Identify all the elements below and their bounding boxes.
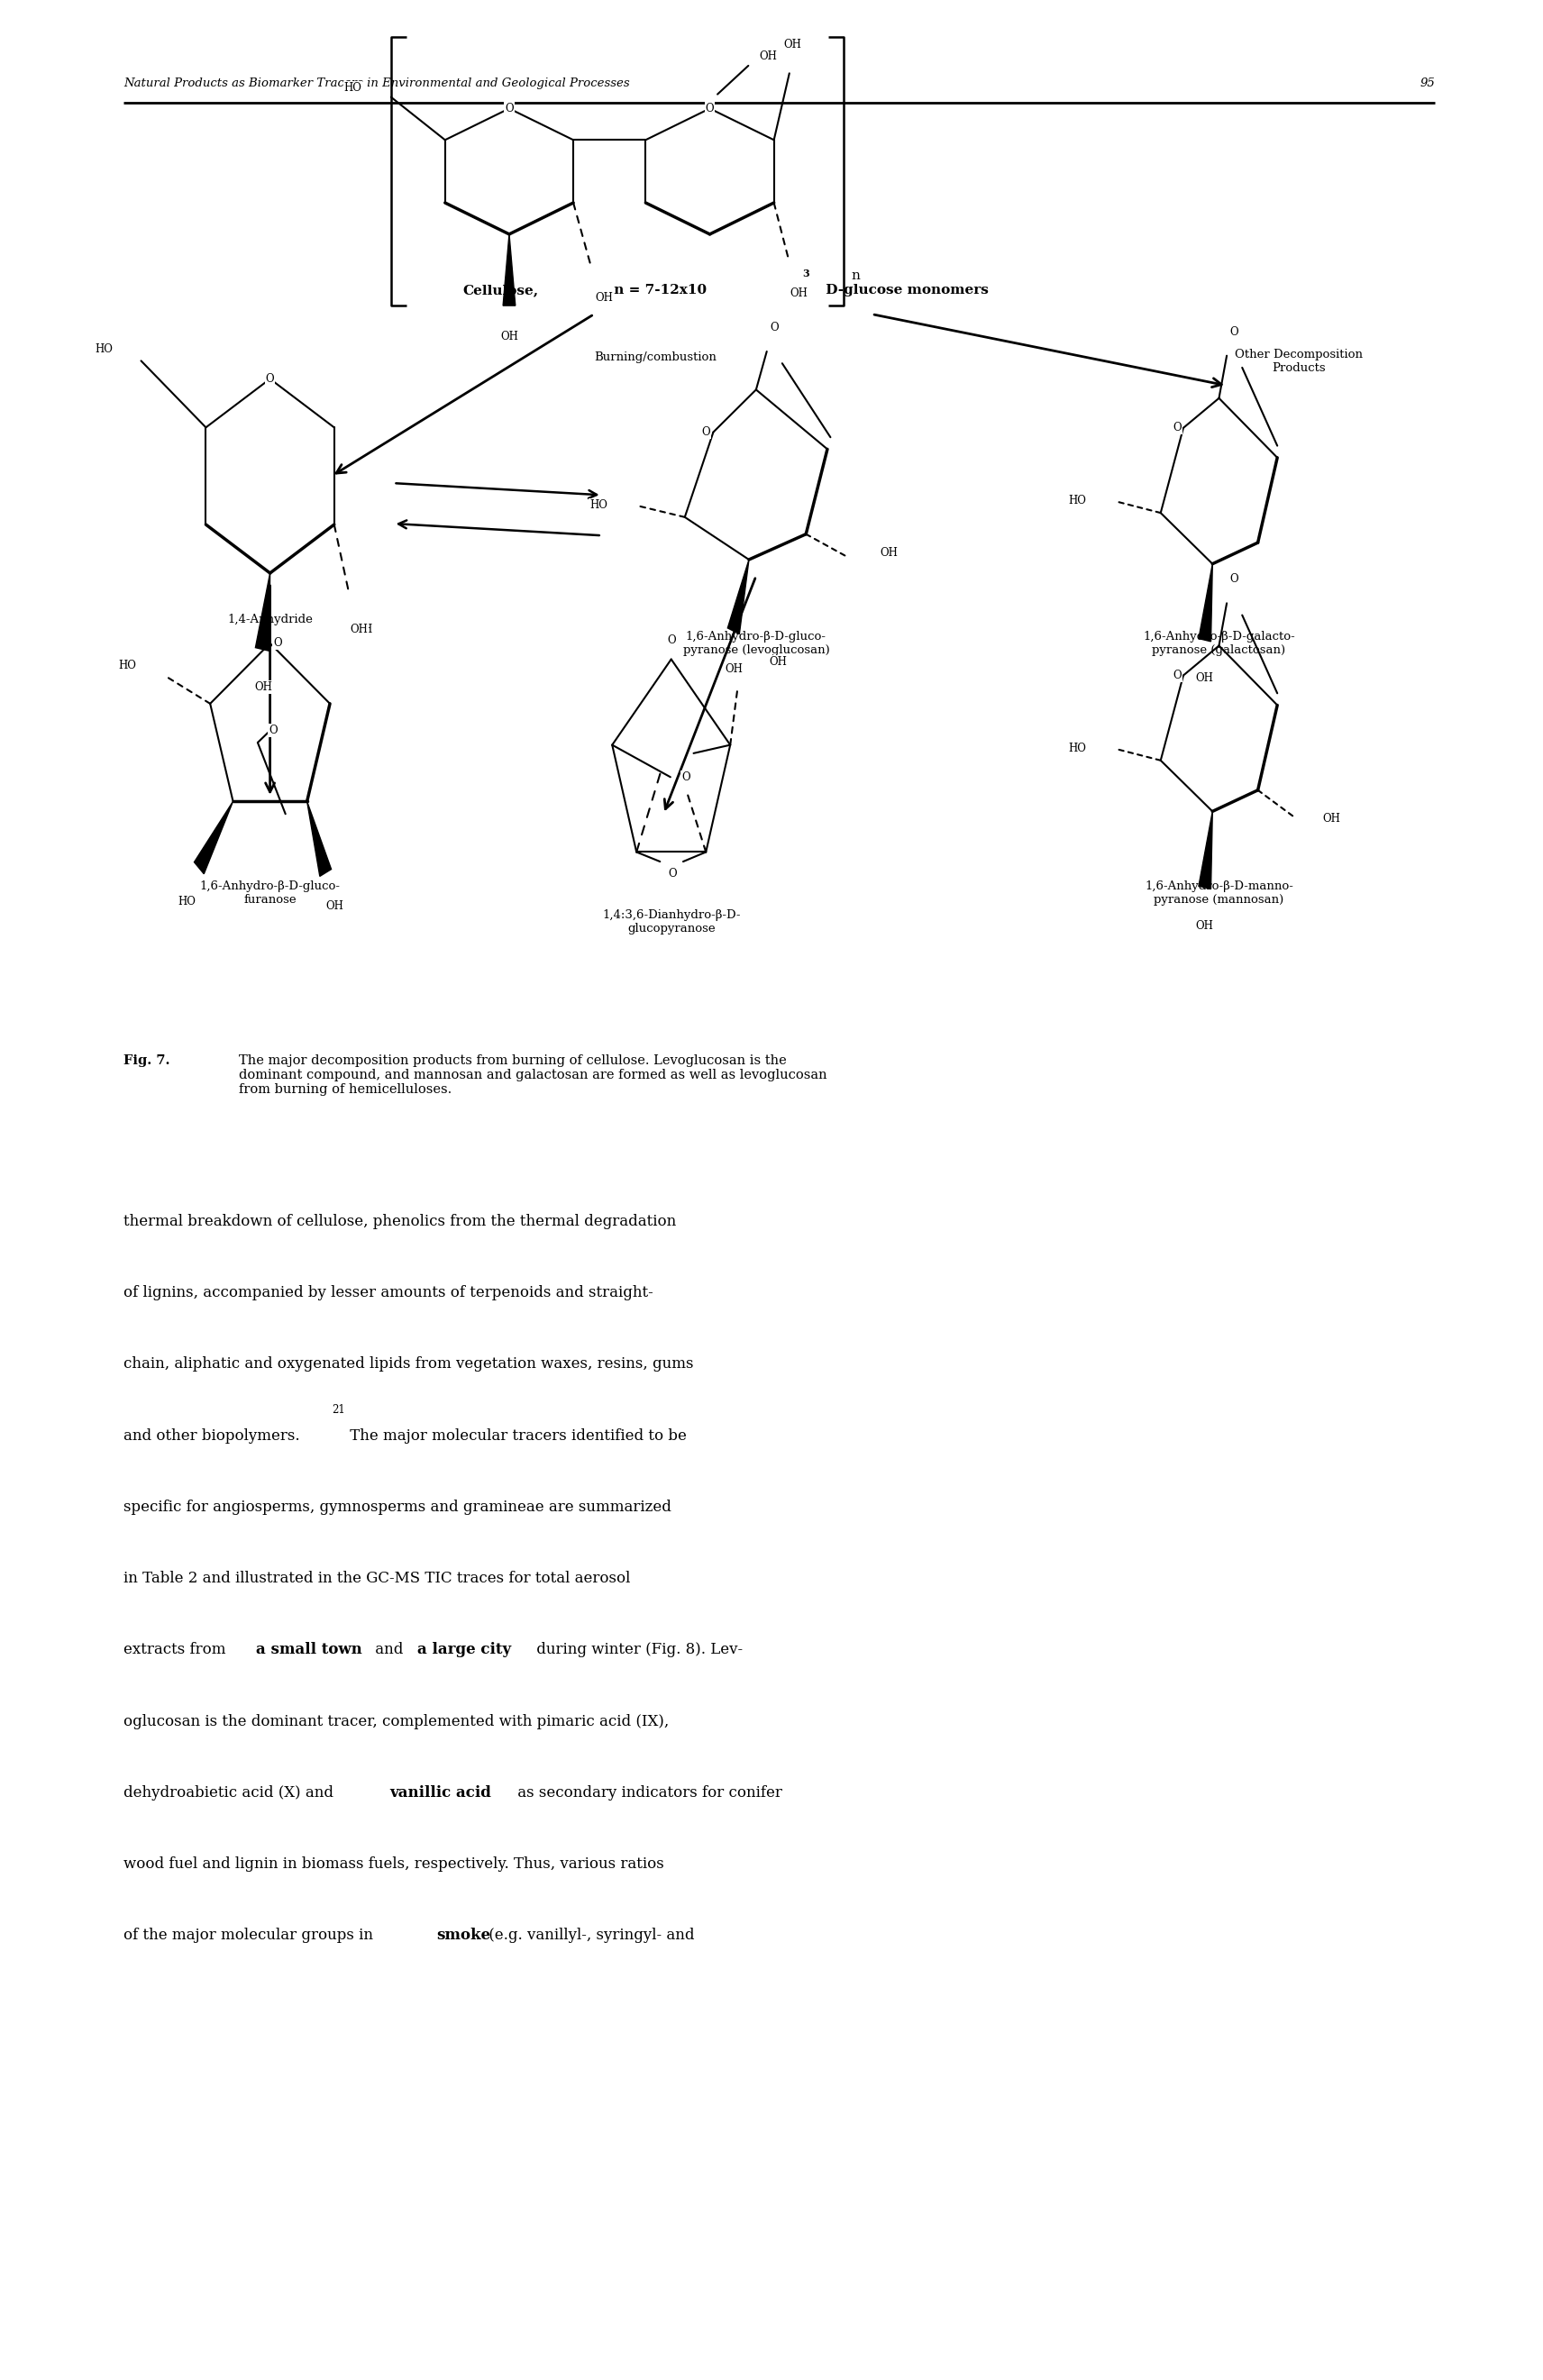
- Polygon shape: [728, 559, 748, 633]
- Polygon shape: [256, 574, 270, 650]
- Text: of the major molecular groups in: of the major molecular groups in: [123, 1928, 378, 1942]
- Text: O: O: [701, 426, 710, 438]
- Text: 1,4-Anhydride: 1,4-Anhydride: [227, 614, 313, 626]
- Text: dehydroabietic acid (X) and: dehydroabietic acid (X) and: [123, 1785, 338, 1799]
- Text: a large city: a large city: [418, 1642, 511, 1656]
- Text: in Table 2 and illustrated in the GC-MS TIC traces for total aerosol: in Table 2 and illustrated in the GC-MS …: [123, 1571, 630, 1585]
- Text: OH: OH: [350, 624, 367, 635]
- Polygon shape: [194, 802, 233, 873]
- Text: O: O: [1173, 669, 1182, 681]
- Text: OH: OH: [790, 288, 807, 300]
- Text: 95: 95: [1420, 79, 1435, 88]
- Polygon shape: [307, 802, 332, 876]
- Text: and other biopolymers.: and other biopolymers.: [123, 1428, 299, 1442]
- Text: 1,6-Anhydro-β-D-gluco-
pyranose (levoglucosan): 1,6-Anhydro-β-D-gluco- pyranose (levoglu…: [682, 631, 830, 657]
- Text: Natural Products as Biomarker Tracers in Environmental and Geological Processes: Natural Products as Biomarker Tracers in…: [123, 79, 630, 88]
- Text: O: O: [1173, 421, 1182, 433]
- Text: OH: OH: [784, 38, 801, 50]
- Text: HO: HO: [177, 895, 196, 907]
- Text: HO: HO: [1069, 495, 1086, 507]
- Text: as secondary indicators for conifer: as secondary indicators for conifer: [512, 1785, 782, 1799]
- Text: (e.g. vanillyl-, syringyl- and: (e.g. vanillyl-, syringyl- and: [485, 1928, 694, 1942]
- Text: O: O: [273, 638, 282, 650]
- Text: 1,6-Anhydro-β-D-manno-
pyranose (mannosan): 1,6-Anhydro-β-D-manno- pyranose (mannosa…: [1145, 881, 1293, 907]
- Text: OH: OH: [326, 900, 344, 912]
- Text: The major molecular tracers identified to be: The major molecular tracers identified t…: [346, 1428, 687, 1442]
- Text: O: O: [1230, 574, 1239, 585]
- Text: 21: 21: [332, 1404, 346, 1416]
- Text: HO: HO: [589, 500, 608, 512]
- Text: Fig. 7.: Fig. 7.: [123, 1054, 170, 1066]
- Text: vanillic acid: vanillic acid: [389, 1785, 491, 1799]
- Text: smoke: smoke: [437, 1928, 491, 1942]
- Text: a small town: a small town: [256, 1642, 363, 1656]
- Text: OH: OH: [500, 331, 518, 343]
- Text: HO: HO: [1069, 743, 1086, 754]
- Text: OH: OH: [596, 293, 613, 305]
- Polygon shape: [1199, 812, 1213, 890]
- Text: OH: OH: [725, 664, 742, 676]
- Text: "OH: "OH: [350, 624, 373, 635]
- Text: OH: OH: [768, 657, 787, 666]
- Text: HO: HO: [96, 343, 113, 355]
- Text: OH: OH: [1196, 671, 1214, 683]
- Text: and: and: [370, 1642, 407, 1656]
- Text: of lignins, accompanied by lesser amounts of terpenoids and straight-: of lignins, accompanied by lesser amount…: [123, 1285, 653, 1299]
- Text: 1,6-Anhydro-β-D-gluco-
furanose: 1,6-Anhydro-β-D-gluco- furanose: [199, 881, 341, 907]
- Text: OH: OH: [255, 681, 273, 693]
- Text: wood fuel and lignin in biomass fuels, respectively. Thus, various ratios: wood fuel and lignin in biomass fuels, r…: [123, 1856, 663, 1871]
- Text: specific for angiosperms, gymnosperms and gramineae are summarized: specific for angiosperms, gymnosperms an…: [123, 1499, 671, 1514]
- Text: O: O: [770, 321, 779, 333]
- Polygon shape: [503, 233, 515, 305]
- Text: HO: HO: [119, 659, 136, 671]
- Text: OH: OH: [759, 50, 778, 62]
- Text: Other Decomposition
Products: Other Decomposition Products: [1234, 350, 1362, 374]
- Text: OH: OH: [1196, 919, 1214, 931]
- Text: oglucosan is the dominant tracer, complemented with pimaric acid (IX),: oglucosan is the dominant tracer, comple…: [123, 1714, 670, 1728]
- Text: O: O: [505, 102, 514, 114]
- Text: D-glucose monomers: D-glucose monomers: [821, 283, 989, 298]
- Text: O: O: [265, 374, 275, 386]
- Text: The major decomposition products from burning of cellulose. Levoglucosan is the
: The major decomposition products from bu…: [239, 1054, 827, 1097]
- Text: thermal breakdown of cellulose, phenolics from the thermal degradation: thermal breakdown of cellulose, phenolic…: [123, 1214, 676, 1228]
- Text: chain, aliphatic and oxygenated lipids from vegetation waxes, resins, gums: chain, aliphatic and oxygenated lipids f…: [123, 1357, 693, 1371]
- Polygon shape: [1199, 564, 1213, 643]
- Text: n: n: [852, 269, 859, 281]
- Text: HO: HO: [344, 81, 361, 93]
- Text: extracts from: extracts from: [123, 1642, 230, 1656]
- Text: O: O: [667, 635, 676, 645]
- Text: 3: 3: [802, 269, 810, 278]
- Text: O: O: [705, 102, 714, 114]
- Text: O: O: [1230, 326, 1239, 338]
- Text: 1,6-Anhydro-β-D-galacto-
pyranose (galactosan): 1,6-Anhydro-β-D-galacto- pyranose (galac…: [1143, 631, 1295, 657]
- Text: 1,4:3,6-Dianhydro-β-D-
glucopyranose: 1,4:3,6-Dianhydro-β-D- glucopyranose: [602, 909, 741, 935]
- Text: during winter (Fig. 8). Lev-: during winter (Fig. 8). Lev-: [531, 1642, 742, 1656]
- Text: O: O: [682, 771, 690, 783]
- Text: n = 7-12x10: n = 7-12x10: [609, 283, 707, 298]
- Text: O: O: [668, 869, 677, 878]
- Text: OH: OH: [1322, 814, 1341, 823]
- Text: OH: OH: [880, 547, 898, 559]
- Text: O: O: [268, 726, 278, 735]
- Text: Cellulose,: Cellulose,: [463, 283, 539, 298]
- Text: Burning/combustion: Burning/combustion: [594, 352, 716, 362]
